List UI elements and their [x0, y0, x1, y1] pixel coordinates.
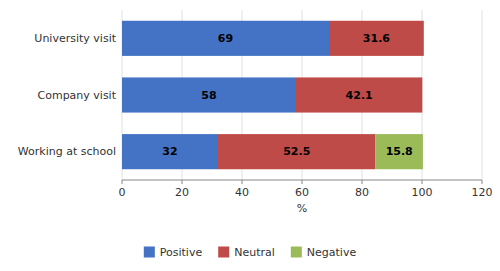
- data-label: 52.5: [283, 145, 310, 158]
- legend-item: Positive: [144, 246, 203, 259]
- legend-label: Neutral: [234, 246, 275, 259]
- tick-label: 80: [355, 186, 369, 199]
- tick-label: 0: [119, 186, 126, 199]
- tick-mark: [482, 180, 483, 184]
- data-label: 42.1: [346, 89, 373, 102]
- legend-swatch: [291, 247, 302, 258]
- chart: 0 20 40 60 80 100 120 32 52.5 15.8 58 42.1 69 31.6 Wor…: [0, 0, 500, 271]
- legend-item: Neutral: [218, 246, 275, 259]
- tick-mark: [302, 180, 303, 184]
- bar-segment: [218, 134, 376, 169]
- bar-segment: [122, 21, 329, 56]
- bar-segment: [122, 77, 296, 112]
- bars: [122, 21, 424, 169]
- data-label: 32: [162, 145, 177, 158]
- legend-swatch: [218, 247, 229, 258]
- bar-segment: [296, 77, 422, 112]
- tick-label: 60: [295, 186, 309, 199]
- category-label: Company visit: [38, 89, 117, 102]
- data-label: 31.6: [363, 32, 390, 45]
- category-label: University visit: [34, 32, 116, 45]
- tick-mark: [242, 180, 243, 184]
- legend-label: Positive: [160, 246, 203, 259]
- category-label: Working at school: [18, 145, 116, 158]
- tick-label: 100: [412, 186, 433, 199]
- data-label: 69: [218, 32, 233, 45]
- tick-mark: [122, 180, 123, 184]
- bar-segment: [423, 21, 424, 56]
- data-labels: 32 52.5 15.8 58 42.1 69 31.6: [162, 32, 412, 158]
- bar-segment: [376, 134, 423, 169]
- data-label: 58: [201, 89, 216, 102]
- tick-mark: [362, 180, 363, 184]
- grid-line: [482, 10, 483, 180]
- data-label: 15.8: [386, 145, 413, 158]
- tick-mark: [182, 180, 183, 184]
- tick-label: 20: [175, 186, 189, 199]
- tick-mark: [422, 180, 423, 184]
- bar-segment: [122, 134, 218, 169]
- tick-label: 120: [472, 186, 493, 199]
- x-axis-line: [122, 180, 482, 181]
- legend-label: Negative: [307, 246, 357, 259]
- tick-label: 40: [235, 186, 249, 199]
- bar-segment: [422, 77, 423, 112]
- x-axis-label: %: [297, 202, 307, 215]
- legend-item: Negative: [291, 246, 357, 259]
- grid: [122, 10, 482, 180]
- bar-segment: [329, 21, 424, 56]
- legend: Positive Neutral Negative: [144, 246, 357, 259]
- legend-swatch: [144, 247, 155, 258]
